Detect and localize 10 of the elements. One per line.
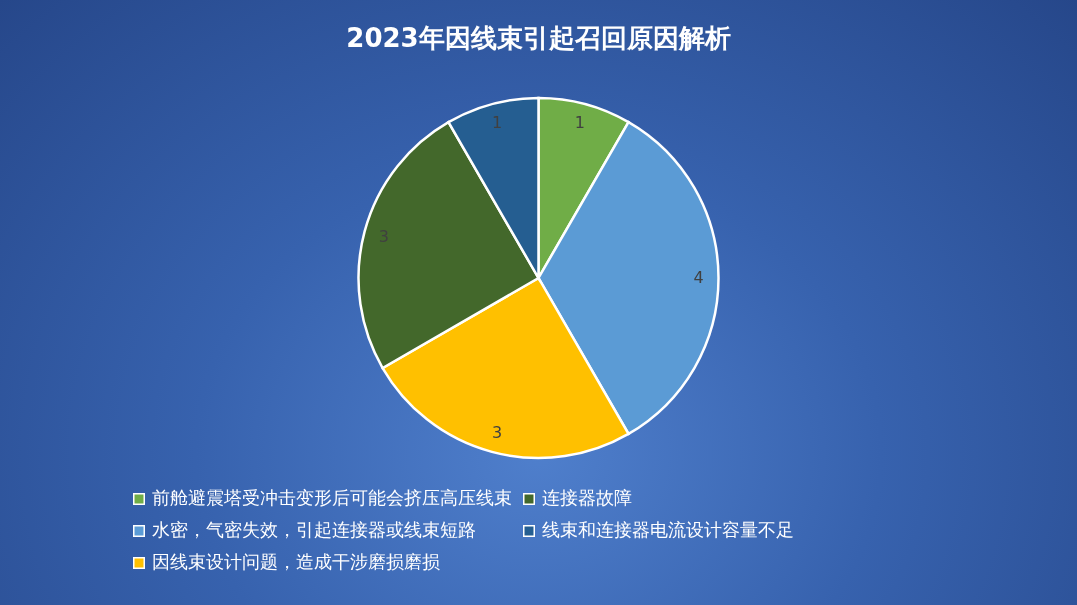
legend-label: 线束和连接器电流设计容量不足 <box>542 519 794 540</box>
legend-label: 前舱避震塔受冲击变形后可能会挤压高压线束 <box>152 487 512 508</box>
legend-label: 连接器故障 <box>542 487 632 508</box>
data-label: 3 <box>492 422 503 442</box>
chart-title: 2023年因线束引起召回原因解析 <box>346 23 731 53</box>
data-label: 1 <box>492 113 503 133</box>
data-label: 1 <box>574 113 585 133</box>
legend-label: 因线束设计问题，造成干涉磨损磨损 <box>152 551 440 572</box>
data-label: 4 <box>693 268 704 287</box>
legend-label: 水密，气密失效，引起连接器或线束短路 <box>152 519 476 540</box>
